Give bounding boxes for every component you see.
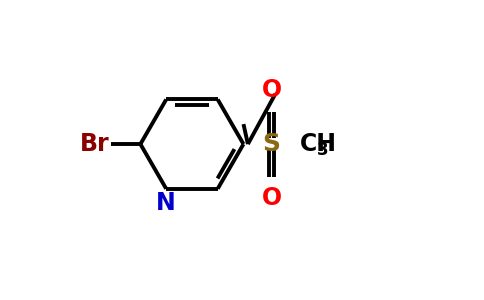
- Text: S: S: [262, 132, 280, 156]
- Text: 3: 3: [317, 141, 328, 159]
- Text: O: O: [261, 186, 282, 210]
- Text: N: N: [156, 191, 176, 215]
- Text: O: O: [261, 78, 282, 102]
- Text: CH: CH: [300, 132, 336, 156]
- Text: Br: Br: [80, 132, 109, 156]
